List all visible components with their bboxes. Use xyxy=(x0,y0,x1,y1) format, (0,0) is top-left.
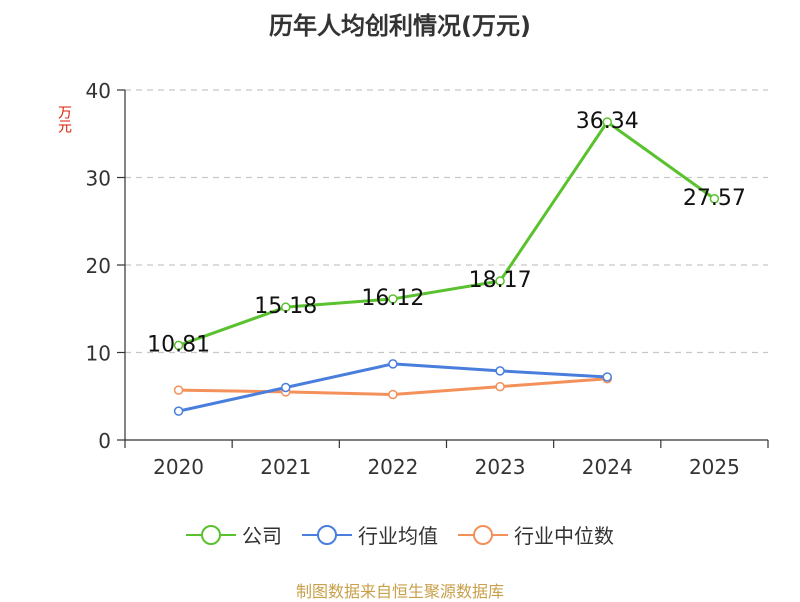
legend: 公司 行业均值 行业中位数 xyxy=(0,520,800,549)
y-tick-label: 0 xyxy=(98,429,111,453)
legend-label-company: 公司 xyxy=(242,524,282,548)
data-point[interactable] xyxy=(602,117,612,127)
legend-item-industry-median[interactable]: 行业中位数 xyxy=(458,520,614,549)
chart-title: 历年人均创利情况(万元) xyxy=(269,12,531,40)
grid-lines xyxy=(125,89,768,354)
x-tick-label: 2024 xyxy=(582,455,633,479)
data-point[interactable] xyxy=(388,359,398,369)
data-point[interactable] xyxy=(709,194,720,204)
data-point[interactable] xyxy=(173,406,184,416)
y-tick-label: 10 xyxy=(86,342,111,366)
data-point[interactable] xyxy=(495,381,505,392)
y-tick-label: 40 xyxy=(86,79,111,103)
y-axis-label: 万元 xyxy=(56,105,72,133)
legend-label-industry-average: 行业均值 xyxy=(358,524,438,548)
legend-marker-industry-average xyxy=(302,524,352,545)
data-point[interactable] xyxy=(602,372,612,382)
data-point[interactable] xyxy=(495,366,505,376)
data-label: 36.34 xyxy=(576,109,639,134)
legend-item-industry-average[interactable]: 行业均值 xyxy=(302,520,438,549)
x-tick-label: 2025 xyxy=(689,455,740,479)
data-point[interactable] xyxy=(388,389,398,400)
data-label: 18.17 xyxy=(469,268,532,293)
x-tick-label: 2020 xyxy=(153,455,204,479)
data-source-note: 制图数据来自恒生聚源数据库 xyxy=(295,582,504,601)
legend-marker-company xyxy=(186,524,236,545)
series-line xyxy=(178,120,716,347)
x-tick-label: 2021 xyxy=(260,455,311,479)
data-point[interactable] xyxy=(495,276,505,286)
data-point[interactable] xyxy=(281,302,291,312)
legend-label-industry-median: 行业中位数 xyxy=(514,524,614,548)
x-tick-label: 2022 xyxy=(367,455,418,479)
data-label: 15.18 xyxy=(254,294,317,319)
legend-marker-industry-median xyxy=(458,524,508,545)
data-point[interactable] xyxy=(388,294,398,304)
y-tick-label: 20 xyxy=(86,254,111,278)
x-tick-label: 2023 xyxy=(475,455,526,479)
data-point[interactable] xyxy=(173,385,184,395)
data-point[interactable] xyxy=(281,382,291,393)
data-label: 16.12 xyxy=(361,286,424,311)
series-layer xyxy=(173,117,720,416)
data-label: 10.81 xyxy=(147,332,210,357)
data-labels: 10.81 15.18 16.12 18.17 36.34 27.57 xyxy=(147,109,746,357)
axes: 0 10 20 30 40 2020 2021 2022 2023 2024 2025 xyxy=(86,79,769,479)
data-point[interactable] xyxy=(173,340,184,351)
series-line xyxy=(178,362,608,413)
y-tick-label: 30 xyxy=(86,167,111,191)
legend-item-company[interactable]: 公司 xyxy=(186,520,282,549)
data-label: 27.57 xyxy=(683,186,746,211)
